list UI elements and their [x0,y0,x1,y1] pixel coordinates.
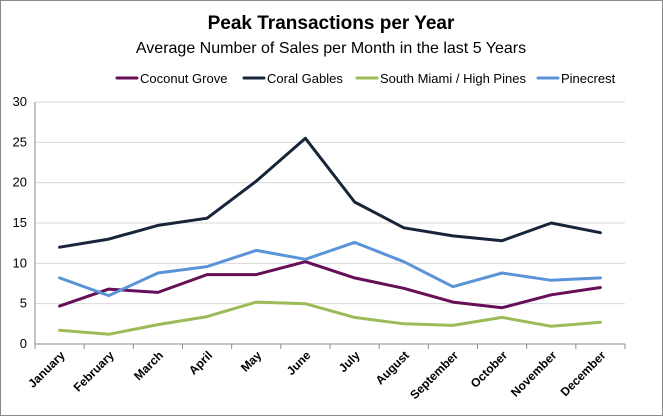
chart-subtitle: Average Number of Sales per Month in the… [136,40,526,57]
x-tick-label: February [71,348,117,394]
y-tick-label: 5 [20,296,27,311]
x-tick-label: January [25,348,68,391]
legend-label: Pinecrest [561,71,616,86]
legend-label: Coral Gables [267,71,343,86]
x-tick-label: August [373,348,412,387]
y-tick-label: 30 [13,94,27,109]
x-tick-label: March [131,348,166,383]
series-line-2 [58,300,602,336]
series-line-1 [58,136,602,249]
legend: Coconut Grove Coral Gables South Miami / H… [115,71,616,86]
x-tick-label: June [284,348,314,378]
x-tick-label: April [186,348,215,377]
x-tick-label: May [238,348,265,375]
chart-title: Peak Transactions per Year [208,13,455,34]
y-axis: 0 5 10 15 20 25 30 [13,94,36,351]
y-tick-label: 10 [13,255,27,270]
series-line-0 [58,260,602,310]
x-tick-label: July [336,348,363,375]
y-tick-label: 0 [20,336,27,351]
x-tick-label: December [558,348,609,399]
x-tick-label: October [468,348,511,391]
x-tick-label: September [407,348,461,402]
x-axis: January February March April May June July Augu… [25,343,626,402]
legend-label: South Miami / High Pines [380,71,526,86]
gridlines [35,101,625,305]
x-tick-label: November [508,348,560,400]
y-tick-label: 25 [13,134,27,149]
series-group [58,136,602,336]
series-line-3 [58,240,602,298]
legend-label: Coconut Grove [140,71,227,86]
y-tick-label: 15 [13,215,27,230]
y-tick-label: 20 [13,175,27,190]
